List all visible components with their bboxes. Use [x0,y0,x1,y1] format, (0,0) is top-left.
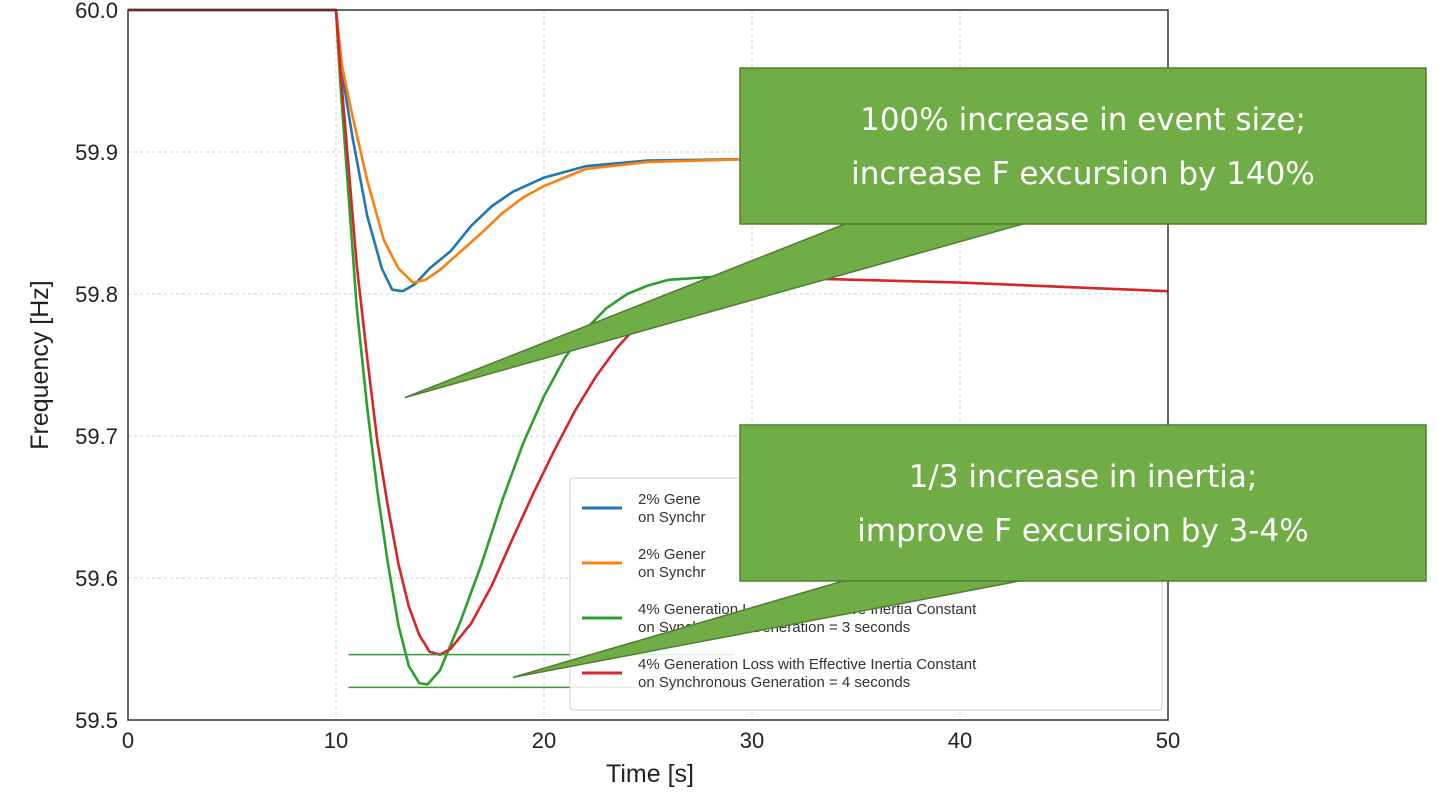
callouts: 100% increase in event size; increase F e… [404,67,1427,679]
x-tick-label: 0 [122,728,134,753]
legend-label: on Synchronous Generation = 4 seconds [638,674,910,691]
callout-box [739,67,1427,225]
y-tick-label: 59.9 [75,140,118,165]
x-tick-label: 10 [324,728,348,753]
callout-text: 1/3 increase in inertia; [909,459,1258,495]
x-tick-label: 40 [948,728,972,753]
tick-labels: 0 10 20 30 40 50 59.5 59.6 59.7 59.8 59.9 60.0 [75,0,1180,753]
series-line [128,8,752,686]
y-tick-label: 60.0 [75,0,118,23]
legend-label: on Synchr [638,564,706,581]
x-axis-title: Time [s] [606,760,694,788]
legend-label: 2% Gener [638,546,706,563]
y-tick-label: 59.5 [75,708,118,733]
y-tick-label: 59.6 [75,566,118,591]
callout-text: improve F excursion by 3-4% [857,513,1308,549]
callout-box [739,424,1427,582]
y-axis-title: Frequency [Hz] [26,280,54,450]
callout-pointer [404,221,1031,399]
y-tick-label: 59.7 [75,424,118,449]
legend-label: 2% Gene [638,491,701,508]
x-tick-label: 30 [740,728,764,753]
x-tick-label: 20 [532,728,556,753]
callout-text: 100% increase in event size; [860,102,1306,138]
series-line [128,8,753,284]
legend-label: on Synchr [638,509,706,526]
callout-text: increase F excursion by 140% [851,156,1315,192]
x-tick-label: 50 [1156,728,1180,753]
series-line [128,8,753,293]
plot-frame [127,9,1169,721]
y-tick-label: 59.8 [75,282,118,307]
legend-label: 4% Generation Loss with Effective Inerti… [638,656,977,673]
